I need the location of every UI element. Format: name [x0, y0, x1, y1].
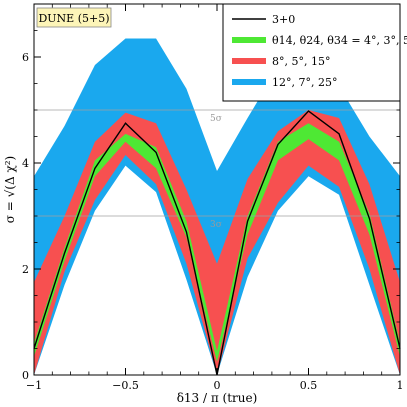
- y-tick-label-2: 4: [22, 157, 29, 170]
- legend-label-3: 12°, 7°, 25°: [272, 76, 337, 89]
- legend: 3+0 θ14, θ24, θ34 = 4°, 3°, 5° 8°, 5°, 15°…: [222, 3, 407, 102]
- x-tick-label-1: −0.5: [112, 379, 139, 392]
- y-axis-title: σ = √(Δ χ²): [3, 156, 17, 223]
- band-1: [34, 110, 400, 375]
- legend-label-0: 3+0: [272, 13, 295, 26]
- corner-label-bg: [36, 7, 112, 28]
- x-axis-title: δ13 / π (true): [177, 391, 258, 405]
- ref-line-label-1: 3σ: [210, 220, 222, 230]
- x-tick-label-0: −1: [26, 379, 42, 392]
- y-tick-label-0: 0: [22, 369, 29, 382]
- x-tick-label-2: 0: [214, 379, 221, 392]
- y-tick-label-3: 6: [22, 51, 29, 64]
- reference-lines-layer: 5σ 3σ: [34, 109, 400, 230]
- ref-line-label-0: 5σ: [210, 114, 222, 124]
- corner-label: DUNE (5+5): [38, 12, 109, 25]
- legend-label-1: θ14, θ24, θ34 = 4°, 3°, 5°: [272, 34, 407, 47]
- legend-label-2: 8°, 5°, 15°: [272, 55, 330, 68]
- x-tick-label-4: 1: [397, 379, 404, 392]
- corner-label-box: DUNE (5+5): [36, 7, 112, 28]
- ticks-layer: −1 −0.5 0 0.5 1 0 2 4 6: [22, 3, 404, 392]
- x-tick-label-3: 0.5: [300, 379, 318, 392]
- y-tick-label-1: 2: [22, 263, 29, 276]
